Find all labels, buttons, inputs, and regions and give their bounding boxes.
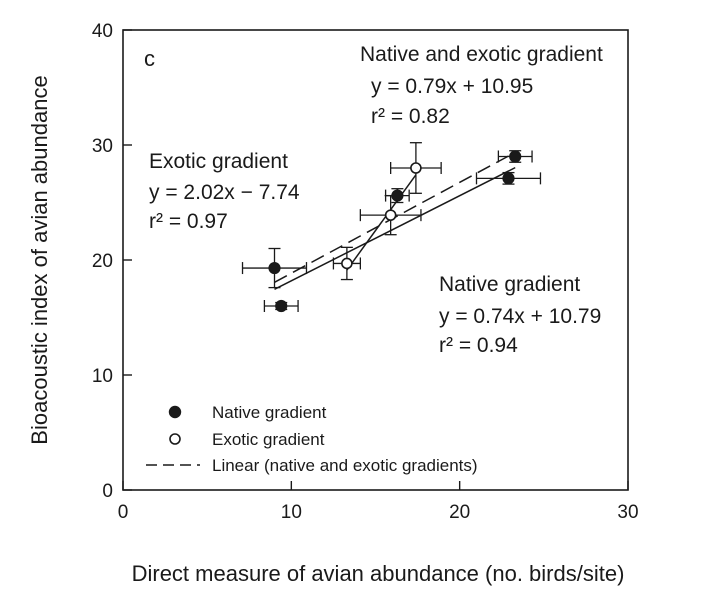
x-axis-title: Direct measure of avian abundance (no. b… (132, 561, 625, 586)
annotation-combined-r2: r² = 0.82 (371, 105, 450, 128)
point-native (275, 299, 288, 313)
fit-line-native (274, 166, 516, 290)
point-native (509, 150, 522, 163)
legend-label-native: Native gradient (212, 403, 327, 422)
point-exotic (410, 162, 422, 174)
x-tick-label: 0 (118, 502, 129, 523)
annotation-exotic-r2: r² = 0.97 (149, 210, 228, 233)
y-axis: 0 10 20 30 40 (92, 21, 132, 502)
x-tick-label: 10 (281, 502, 302, 523)
data-markers (268, 150, 522, 313)
panel-label: c (144, 46, 155, 71)
point-exotic (341, 257, 353, 270)
legend-label-exotic: Exotic gradient (212, 430, 325, 449)
y-tick-label: 20 (92, 251, 113, 272)
regression-lines (274, 151, 516, 290)
legend: Native gradient Exotic gradient Linear (… (146, 403, 478, 475)
annotation-exotic-equation: y = 2.02x − 7.74 (149, 181, 300, 204)
point-native (268, 261, 281, 275)
y-tick-label: 30 (92, 136, 113, 157)
point-exotic (384, 209, 397, 221)
x-tick-label: 20 (449, 502, 470, 523)
y-tick-label: 0 (102, 481, 113, 502)
annotation-exotic-title: Exotic gradient (149, 150, 288, 173)
annotation-combined-equation: y = 0.79x + 10.95 (371, 75, 533, 98)
annotation-combined: Native and exotic gradient y = 0.79x + 1… (360, 43, 603, 128)
x-axis: 0 10 20 30 (118, 481, 639, 523)
annotation-native-r2: r² = 0.94 (439, 334, 518, 357)
legend-marker-exotic (169, 433, 181, 445)
y-tick-label: 10 (92, 366, 113, 387)
annotation-combined-title: Native and exotic gradient (360, 43, 603, 66)
y-tick-label: 40 (92, 21, 113, 42)
legend-label-linear: Linear (native and exotic gradients) (212, 456, 478, 475)
annotation-native-equation: y = 0.74x + 10.79 (439, 305, 601, 328)
point-native (391, 189, 404, 202)
y-axis-title: Bioacoustic index of avian abundance (27, 75, 52, 444)
annotation-native: Native gradient y = 0.74x + 10.79 r² = 0… (439, 273, 601, 357)
annotation-native-title: Native gradient (439, 273, 580, 296)
fit-line-exotic (346, 174, 417, 271)
annotation-exotic: Exotic gradient y = 2.02x − 7.74 r² = 0.… (149, 150, 300, 233)
point-native (502, 172, 515, 185)
legend-marker-native (168, 405, 182, 419)
x-tick-label: 30 (617, 502, 638, 523)
plot-frame (122, 29, 629, 491)
